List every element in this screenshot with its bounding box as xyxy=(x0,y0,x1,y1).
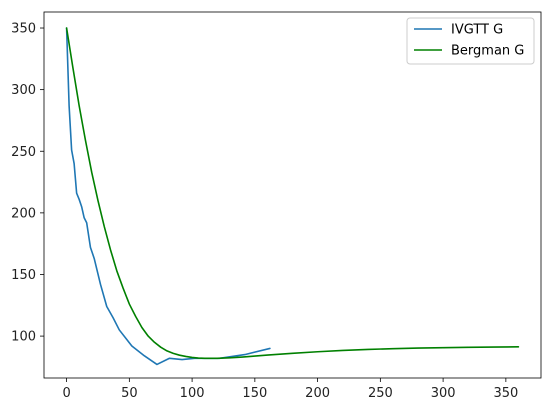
plot-frame xyxy=(43,11,542,379)
x-tick-label: 200 xyxy=(305,386,330,401)
y-tick-label: 300 xyxy=(11,83,36,98)
x-tick-label: 50 xyxy=(121,386,138,401)
x-tick-label: 150 xyxy=(242,386,267,401)
legend-label-ivgtt-g: IVGTT G xyxy=(451,23,503,38)
legend-label-bergman-g: Bergman G xyxy=(451,44,524,59)
series-lines xyxy=(65,27,520,366)
x-tick-label: 0 xyxy=(62,386,70,401)
x-tick-label: 350 xyxy=(493,386,518,401)
y-tick-label: 250 xyxy=(11,145,36,160)
y-tick-label: 350 xyxy=(11,22,36,37)
legend: IVGTT G Bergman G xyxy=(406,17,535,65)
y-tick-label: 100 xyxy=(11,330,36,345)
x-tick-label: 300 xyxy=(431,386,456,401)
x-tick-label: 100 xyxy=(180,386,205,401)
series-line-bergman-g xyxy=(65,27,520,360)
series-line-ivgtt-g xyxy=(65,27,271,366)
ticks: 0 50 100 150 200 250 300 350 100 150 200 250 300 350 xyxy=(11,22,518,401)
plot-background xyxy=(44,12,541,378)
y-tick-label: 200 xyxy=(11,206,36,221)
y-tick-label: 150 xyxy=(11,268,36,283)
x-tick-label: 250 xyxy=(368,386,393,401)
